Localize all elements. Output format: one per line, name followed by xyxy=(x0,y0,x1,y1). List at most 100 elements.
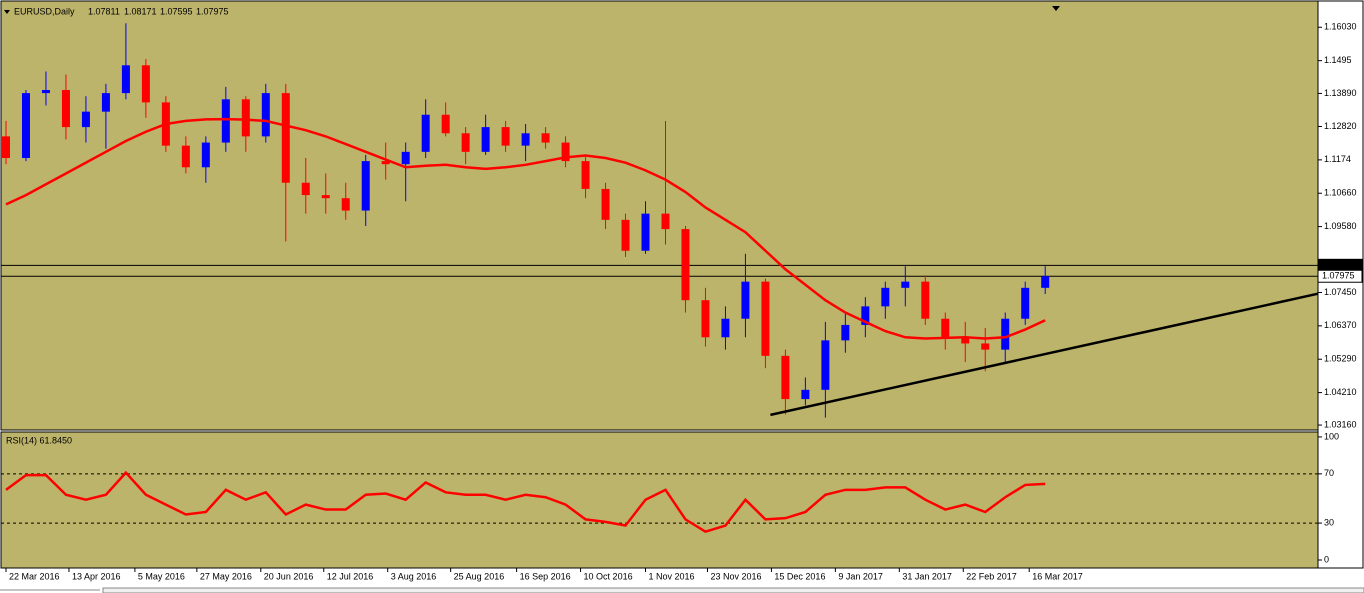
candle-body xyxy=(501,127,510,146)
candle-body xyxy=(341,198,350,211)
y-tick-label: 30 xyxy=(1324,517,1334,527)
y-tick-label: 1.12820 xyxy=(1324,121,1357,131)
candle-body xyxy=(1,136,10,159)
candle-body xyxy=(181,145,190,168)
y-tick-label: 1.16030 xyxy=(1324,22,1357,32)
symbol-title: EURUSD,Daily xyxy=(14,6,75,16)
candle-body xyxy=(701,300,710,338)
candle-body xyxy=(661,213,670,230)
y-tick-label: 1.04210 xyxy=(1324,387,1357,397)
candle-body xyxy=(281,93,290,183)
candle-body xyxy=(901,281,910,288)
y-tick-label: 1.07450 xyxy=(1324,287,1357,297)
candle-body xyxy=(921,281,930,319)
y-tick-label: 1.10660 xyxy=(1324,188,1357,198)
ohlc-value: 1.07975 xyxy=(196,6,229,16)
candle-body xyxy=(1041,276,1050,288)
candle-body xyxy=(121,65,130,94)
rsi-title: RSI(14) 61.8450 xyxy=(6,435,72,445)
x-tick-label: 31 Jan 2017 xyxy=(902,571,952,581)
candle-body xyxy=(801,389,810,400)
candle-body xyxy=(1001,318,1010,350)
x-tick-label: 23 Nov 2016 xyxy=(710,571,761,581)
y-tick-label: 1.1174 xyxy=(1324,154,1351,164)
ohlc-value: 1.08171 xyxy=(124,6,157,16)
candle-body xyxy=(521,133,530,146)
candle-body xyxy=(741,281,750,319)
candle-body xyxy=(81,111,90,128)
ohlc-value: 1.07811 xyxy=(88,6,120,16)
price-label: 1.07975 xyxy=(1322,271,1355,281)
price-axis xyxy=(1317,0,1364,569)
y-tick-label: 0 xyxy=(1324,554,1329,564)
candle-body xyxy=(541,133,550,143)
candle-body xyxy=(581,161,590,189)
candle-body xyxy=(761,281,770,356)
x-tick-label: 10 Oct 2016 xyxy=(584,571,633,581)
candle-body xyxy=(321,195,330,199)
candle-body xyxy=(21,93,30,159)
y-tick-label: 1.06370 xyxy=(1324,320,1357,330)
x-tick-label: 3 Aug 2016 xyxy=(391,571,437,581)
candle-body xyxy=(781,355,790,400)
candle-body xyxy=(881,287,890,307)
candle-body xyxy=(681,229,690,301)
x-tick-label: 25 Aug 2016 xyxy=(454,571,505,581)
candle-body xyxy=(981,343,990,350)
candle-body xyxy=(561,142,570,162)
price-label: 1.08328 xyxy=(1322,260,1355,270)
x-tick-label: 20 Jun 2016 xyxy=(264,571,314,581)
y-tick-label: 1.03160 xyxy=(1324,419,1357,429)
trendline xyxy=(770,292,1319,417)
x-tick-label: 22 Feb 2017 xyxy=(966,571,1017,581)
candle-body xyxy=(461,133,470,152)
candle-body xyxy=(941,318,950,338)
y-tick-label: 1.09580 xyxy=(1324,221,1357,231)
candle-body xyxy=(861,306,870,325)
candle-body xyxy=(421,114,430,152)
candle-body xyxy=(441,114,450,134)
shift-marker xyxy=(1052,6,1060,11)
candle-body xyxy=(301,182,310,196)
menu-arrow xyxy=(4,10,10,14)
tab-bar[interactable] xyxy=(102,587,1364,593)
candle-body xyxy=(101,93,110,112)
candle-body xyxy=(361,161,370,211)
price-label-box xyxy=(1317,269,1363,283)
y-tick-label: 1.13890 xyxy=(1324,88,1357,98)
y-tick-label: 1.1495 xyxy=(1324,55,1352,65)
candle-body xyxy=(841,324,850,341)
x-tick-label: 13 Apr 2016 xyxy=(72,571,121,581)
x-tick-label: 9 Jan 2017 xyxy=(838,571,883,581)
candle-body xyxy=(621,219,630,251)
price-panel xyxy=(0,0,1319,431)
candle-body xyxy=(381,161,390,165)
candle-body xyxy=(721,318,730,338)
y-tick-label: 1.05290 xyxy=(1324,354,1357,364)
moving-average xyxy=(5,117,1046,340)
candle-body xyxy=(261,93,270,137)
candle-body xyxy=(241,99,250,137)
y-tick-label: 70 xyxy=(1324,468,1334,478)
rsi-line xyxy=(5,470,1046,534)
y-tick-label: 100 xyxy=(1324,431,1339,441)
x-tick-label: 12 Jul 2016 xyxy=(327,571,374,581)
candle-body xyxy=(481,127,490,152)
candle-body xyxy=(221,99,230,143)
candle-body xyxy=(601,188,610,220)
x-tick-label: 22 Mar 2016 xyxy=(9,571,60,581)
candle-body xyxy=(401,151,410,165)
candle-body xyxy=(821,340,830,390)
candle-body xyxy=(961,337,970,344)
candle-body xyxy=(61,90,70,128)
rsi-panel xyxy=(0,431,1319,569)
candle-body xyxy=(1021,287,1030,319)
ohlc-value: 1.07595 xyxy=(160,6,193,16)
x-tick-label: 15 Dec 2016 xyxy=(774,571,825,581)
candle-body xyxy=(201,142,210,168)
x-tick-label: 16 Mar 2017 xyxy=(1032,571,1083,581)
candle-body xyxy=(141,65,150,103)
candle-body xyxy=(41,90,50,94)
